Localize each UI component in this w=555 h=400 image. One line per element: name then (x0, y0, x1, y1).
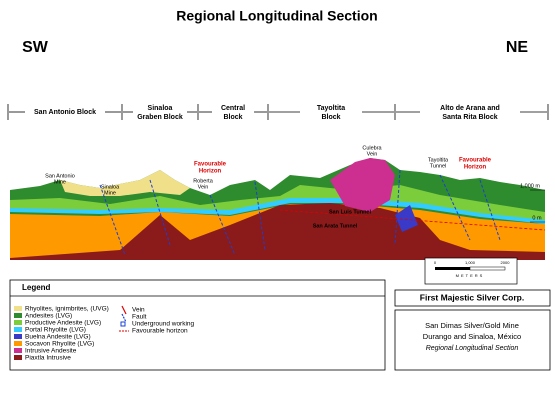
legend-item: Productive Andesite (LVG) (25, 320, 101, 327)
block-label: Block (223, 114, 242, 121)
favourable-horizon-line (279, 209, 546, 231)
section-label: Mine (104, 190, 116, 196)
favourable-horizon-label: Favourable (459, 158, 492, 164)
direction-sw: SW (22, 39, 49, 56)
buelna-andesite (395, 205, 418, 232)
block-label: Alto de Arana and (440, 105, 500, 112)
intrusive-andesite (330, 158, 395, 212)
legend-item: Buelna Andesite (LVG) (25, 334, 91, 341)
section-label: Tunnel (430, 163, 447, 169)
info-line: San Dimas Silver/Gold Mine (425, 321, 519, 330)
section-label: Roberta (193, 178, 214, 184)
section-label: Vein (367, 151, 378, 157)
scale-bar (435, 267, 470, 270)
tunnel-label: San Arata Tunnel (313, 223, 358, 229)
swatch (14, 334, 22, 339)
legend-item: Portal Rhyolite (LVG) (25, 327, 86, 334)
swatch (14, 327, 22, 332)
info-line: Regional Longitudinal Section (426, 345, 519, 352)
legend-item: Andesites (LVG) (25, 313, 72, 320)
elevation-ticks (530, 189, 545, 223)
legend-item: Rhyolites, ignimbrites, (UVG) (25, 306, 109, 313)
swatch (14, 355, 22, 360)
scale-tick: 1,000 (465, 260, 476, 265)
title: Regional Longitudinal Section (176, 8, 377, 24)
legend-item: Piaxtla Intrusive (25, 355, 71, 362)
info-line: Durango and Sinaloa, México (423, 332, 521, 341)
vein-symbol (121, 305, 127, 315)
favourable-horizon-label: Horizon (464, 165, 487, 171)
block-label: San Antonio Block (34, 109, 96, 116)
elevation-label: 1,000 m (520, 183, 540, 189)
legend-item: Favourable horizon (132, 328, 188, 335)
scale-unit: METERS (456, 273, 485, 278)
favourable-horizon-label: Horizon (199, 169, 222, 175)
swatch (14, 313, 22, 318)
legend-item: Intrusive Andesite (25, 348, 77, 355)
section-label: San Antonio (45, 173, 75, 179)
faults (99, 169, 501, 256)
legend-item: Vein (132, 307, 145, 314)
legend-swatches (14, 306, 22, 360)
rhyolite-layer (60, 170, 190, 196)
fault-symbol (121, 313, 127, 323)
scale-tick: 2000 (501, 260, 511, 265)
section-label: Culebra (362, 145, 382, 151)
block-label: Sinaloa (148, 105, 173, 112)
section-label: Tayoltita (428, 157, 449, 163)
scale-box (424, 257, 518, 285)
swatch (14, 348, 22, 353)
block-label: Graben Block (137, 114, 183, 121)
scale-bar (469, 266, 506, 271)
section (10, 158, 546, 260)
info-box (394, 309, 551, 371)
swatch (14, 341, 22, 346)
working-symbol (120, 321, 126, 327)
legend-title: Legend (22, 283, 51, 292)
portal-rhyolite (10, 198, 545, 224)
direction-ne: NE (506, 39, 529, 56)
legend-box (9, 279, 386, 371)
section-label: Mine (54, 179, 66, 185)
section-label: Vein (198, 184, 209, 190)
block-dividers (7, 104, 549, 120)
swatch (14, 306, 22, 311)
block-label: Central (221, 105, 245, 112)
tunnel-label: San Luis Tunnel (329, 209, 372, 215)
company-name: First Majestic Silver Corp. (420, 292, 524, 302)
legend-item: Underground working (132, 321, 195, 328)
legend-symbols (119, 305, 129, 332)
block-label: Block (321, 114, 340, 121)
swatch (14, 320, 22, 325)
block-label: Santa Rita Block (442, 114, 497, 121)
favourable-horizon-label: Favourable (194, 162, 227, 168)
productive-andesite (10, 185, 545, 222)
legend-item: Socavon Rhyolite (LVG) (25, 341, 94, 348)
block-label: Tayoltita (317, 105, 345, 112)
elevation-label: 0 m (532, 215, 542, 221)
company-box (394, 289, 551, 307)
section-label: Sinaloa (101, 184, 120, 190)
scale-tick: 0 (434, 260, 437, 265)
legend-item: Fault (132, 314, 147, 321)
